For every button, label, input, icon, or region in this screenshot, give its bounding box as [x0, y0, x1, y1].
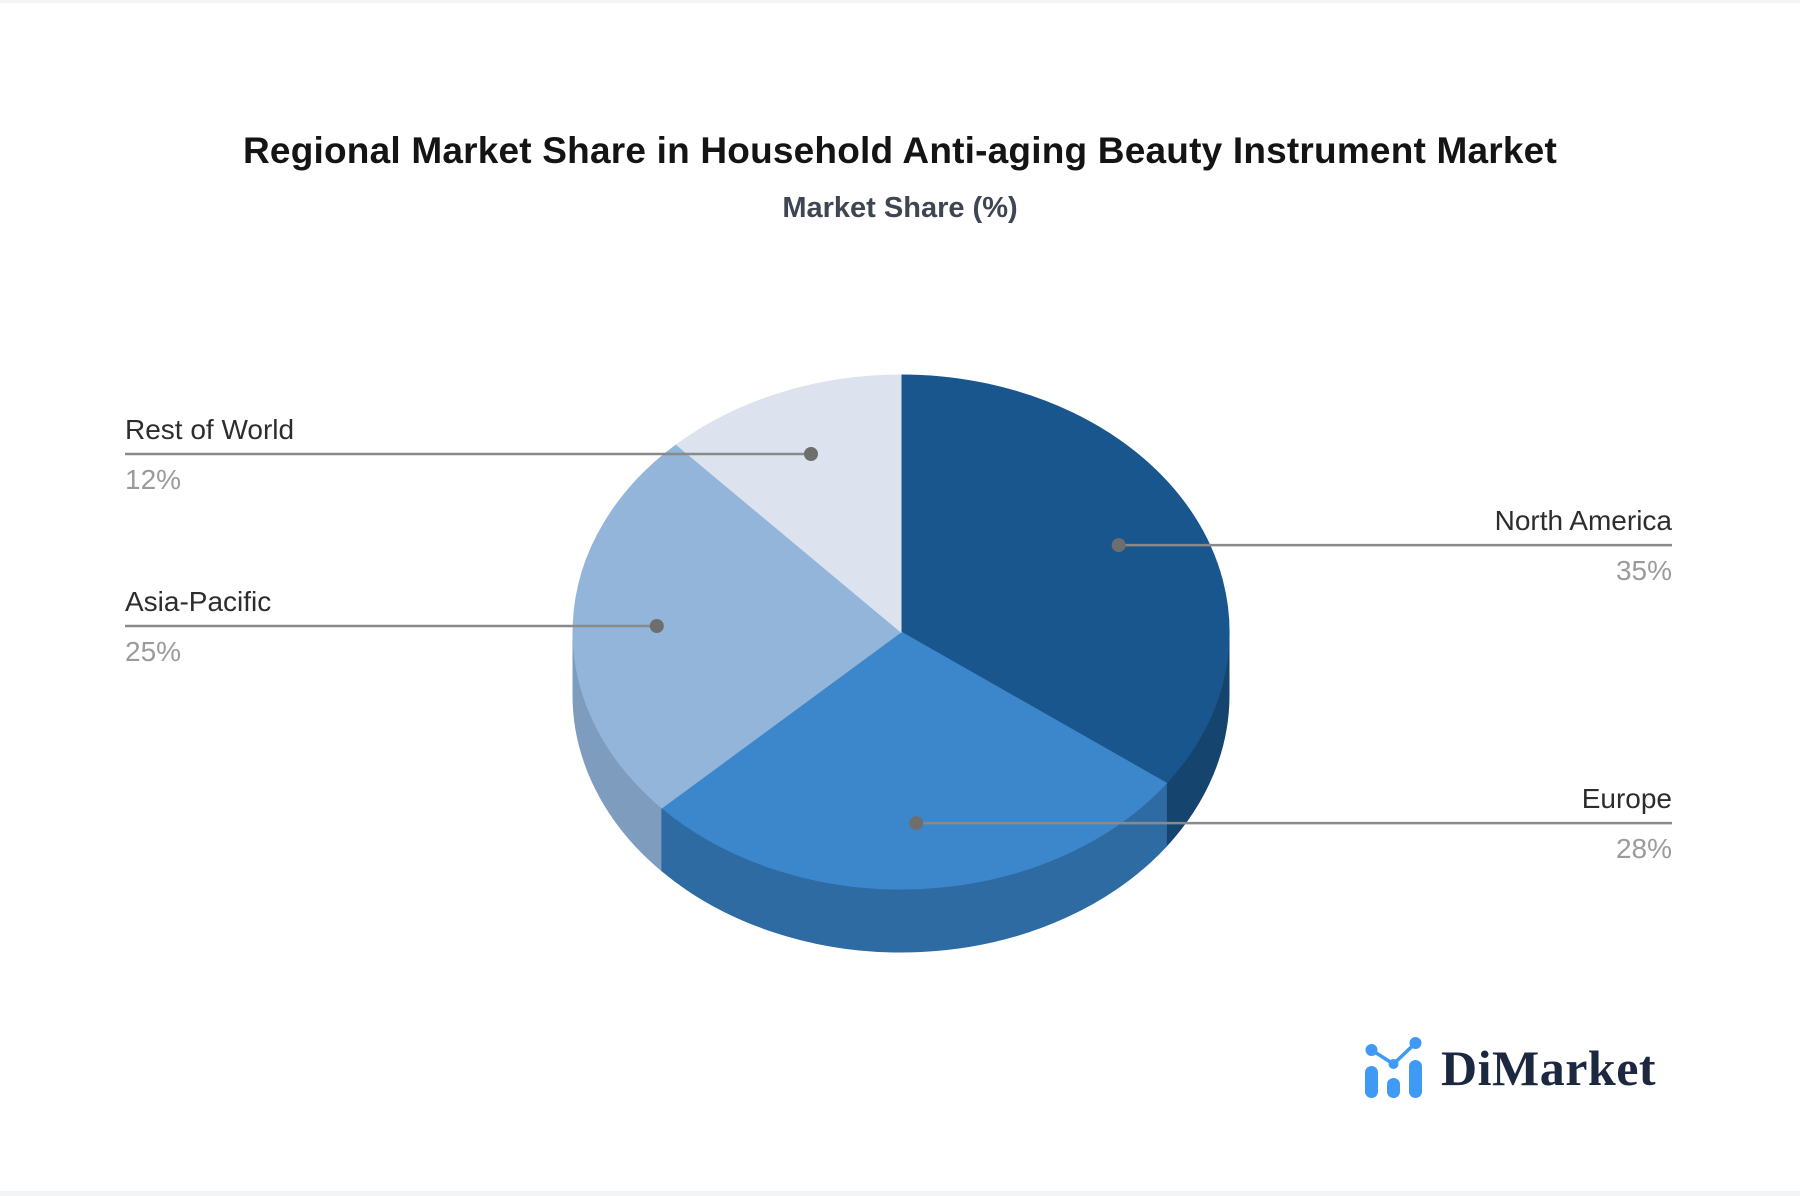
- top-edge-divider: [0, 0, 1800, 3]
- callout-value: 25%: [125, 635, 182, 667]
- callout-value: 12%: [125, 463, 182, 495]
- callout-label: North America: [1494, 505, 1672, 537]
- brand-logo-text: DiMarket: [1441, 1040, 1657, 1096]
- callout-label: Asia-Pacific: [125, 585, 272, 617]
- callout-label: Rest of World: [125, 413, 295, 445]
- callout-asia-pacific: Asia-Pacific 25%: [125, 584, 271, 670]
- brand-logo: DiMarket: [1362, 1036, 1656, 1100]
- callout-value: 35%: [1615, 555, 1672, 587]
- callout-dot: [804, 447, 818, 461]
- pie-slice-north-america[interactable]: [900, 374, 1230, 784]
- callout-dot: [1111, 538, 1126, 553]
- callout-rest-of-world: Rest of World 12%: [125, 412, 294, 498]
- callout-value: 28%: [1615, 833, 1672, 865]
- pie-slice-asia-pacific[interactable]: [572, 444, 902, 809]
- callout-dot: [909, 816, 924, 831]
- bar-chart-icon: [1365, 1037, 1422, 1098]
- callout-dot: [649, 619, 664, 633]
- bottom-edge-divider: [0, 1191, 1800, 1196]
- callout-europe: Europe 28%: [1582, 781, 1672, 867]
- chart-subtitle: Market Share (%): [782, 192, 1018, 224]
- callout-label: Europe: [1581, 783, 1672, 815]
- callout-north-america: North America 35%: [1495, 503, 1672, 589]
- pie-slice-europe[interactable]: [661, 631, 1168, 890]
- pie-slice-rest-of-world[interactable]: [675, 374, 902, 634]
- chart-title: Regional Market Share in Household Anti-…: [243, 130, 1557, 171]
